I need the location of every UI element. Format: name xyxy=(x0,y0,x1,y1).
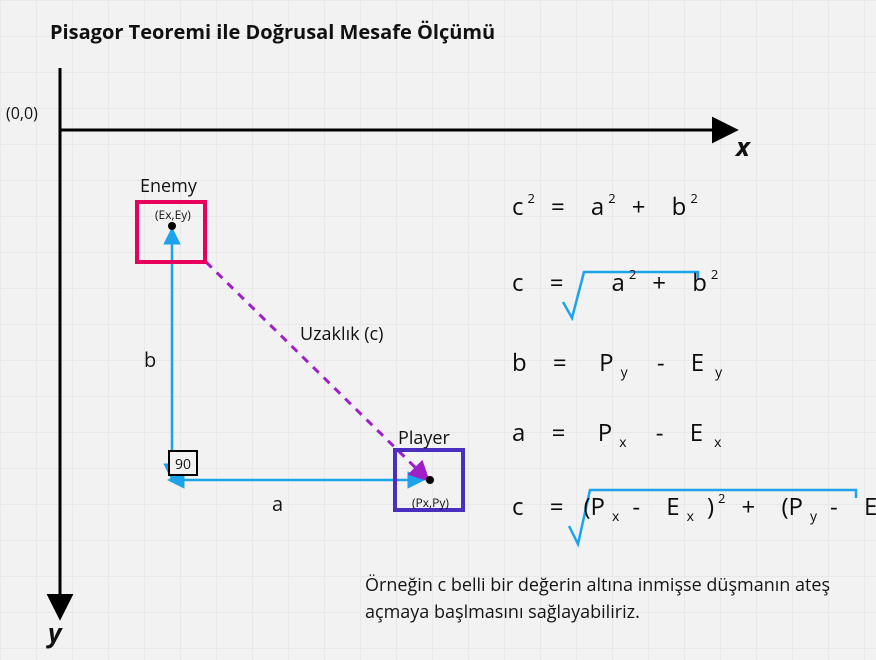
eq5-px: x xyxy=(612,507,619,526)
eq5-ex: x xyxy=(687,507,694,526)
equation-5: c = (Px - Ex)2 + (Py - Ey)2 xyxy=(512,490,872,530)
eq5-plus: + xyxy=(741,490,755,523)
player-coord: (Px,Py) xyxy=(412,494,449,511)
eq4-a: a xyxy=(512,416,525,449)
enemy-coord: (Ex,Ey) xyxy=(155,206,191,223)
eq1-b-sq: 2 xyxy=(690,189,697,207)
eq4-ex-sub: x xyxy=(714,433,721,452)
eq1-c: c xyxy=(512,190,524,223)
eq5-c: c xyxy=(512,490,524,523)
eq5-sq1: 2 xyxy=(718,489,725,507)
eq2-a: a xyxy=(611,266,624,299)
eq5-lp1: (P xyxy=(583,490,605,523)
eq4-e: E xyxy=(690,416,703,449)
distance-label: Uzaklık (c) xyxy=(300,322,383,346)
enemy-title: Enemy xyxy=(140,174,197,198)
side-a-label: a xyxy=(272,490,283,517)
eq1-a-sq: 2 xyxy=(608,189,615,207)
equations-block: c2 = a2 + b2 c = a2 + b2 b = Py - Ey xyxy=(512,190,872,560)
eq2-b: b xyxy=(692,266,707,299)
eq5-eq: = xyxy=(550,490,564,523)
equation-1: c2 = a2 + b2 xyxy=(512,190,872,230)
eq3-b: b xyxy=(512,346,527,379)
x-axis-label: x xyxy=(736,128,750,164)
eq5-lp2: (P xyxy=(781,490,803,523)
eq2-eq: = xyxy=(550,266,564,299)
player-point xyxy=(426,476,434,484)
right-angle-box: 90 xyxy=(168,450,198,476)
eq2-a-sq: 2 xyxy=(629,265,636,283)
eq3-ey-sub: y xyxy=(715,363,722,382)
eq5-rp1: ) xyxy=(707,490,714,523)
eq3-e: E xyxy=(691,346,704,379)
hypotenuse-line xyxy=(206,262,424,476)
equation-2: c = a2 + b2 xyxy=(512,266,872,306)
side-b-label: b xyxy=(144,346,156,373)
eq4-px-sub: x xyxy=(619,433,626,452)
enemy-point xyxy=(168,222,176,230)
equation-4: a = Px - Ex xyxy=(512,416,872,456)
y-axis-label: y xyxy=(48,614,62,650)
eq2-b-sq: 2 xyxy=(711,265,718,283)
equation-3: b = Py - Ey xyxy=(512,346,872,386)
origin-label: (0,0) xyxy=(6,102,38,124)
footnote: Örneğin c belli bir değerin altına inmiş… xyxy=(365,572,865,626)
eq2-c: c xyxy=(512,266,524,299)
eq5-minus2: - xyxy=(830,490,838,523)
eq4-p: P xyxy=(598,416,612,449)
eq5-minus1: - xyxy=(632,490,640,523)
eq1-plus: + xyxy=(632,190,646,223)
eq3-minus: - xyxy=(657,346,665,379)
player-title: Player xyxy=(398,426,450,450)
eq4-eq: = xyxy=(552,416,566,449)
eq3-py-sub: y xyxy=(621,363,628,382)
eq4-minus: - xyxy=(656,416,664,449)
eq3-eq: = xyxy=(553,346,567,379)
eq1-c-sq: 2 xyxy=(528,189,535,207)
eq1-a: a xyxy=(591,190,604,223)
eq1-eq: = xyxy=(551,190,565,223)
eq5-e2: E xyxy=(864,490,876,523)
eq5-py: y xyxy=(810,507,817,526)
right-angle-label: 90 xyxy=(175,455,191,474)
eq2-plus: + xyxy=(652,266,666,299)
eq1-b: b xyxy=(672,190,687,223)
eq5-e1: E xyxy=(666,490,679,523)
eq3-p: P xyxy=(599,346,613,379)
